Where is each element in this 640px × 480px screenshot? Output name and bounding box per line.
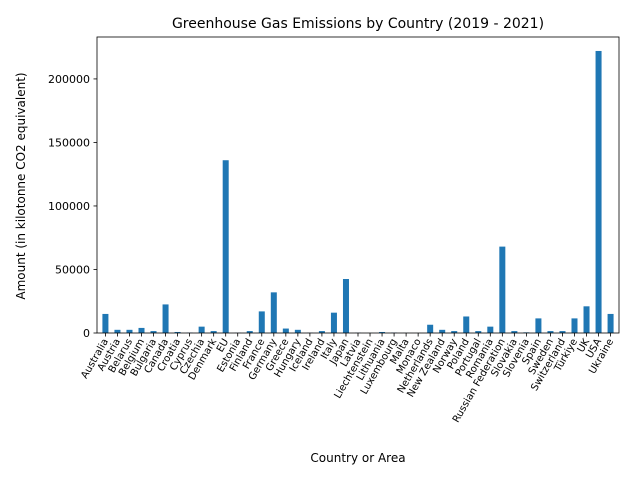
bar xyxy=(475,331,482,333)
bar xyxy=(246,331,253,333)
bars xyxy=(102,50,614,333)
plot-frame xyxy=(96,36,620,334)
bar xyxy=(102,313,109,333)
bar xyxy=(607,313,614,333)
bar xyxy=(583,306,590,333)
bar xyxy=(342,279,349,333)
bar xyxy=(222,160,229,333)
x-axis: AustraliaAustriaBelarusBelgiumBulgariaCa… xyxy=(79,333,616,425)
x-axis-label: Country or Area xyxy=(310,451,405,465)
bar xyxy=(511,331,518,333)
bar xyxy=(294,329,301,333)
bar xyxy=(439,329,446,333)
bar xyxy=(559,331,566,333)
bar xyxy=(210,331,217,333)
bar xyxy=(499,246,506,333)
bar xyxy=(114,329,121,333)
y-tick-label: 0 xyxy=(83,327,90,340)
bar xyxy=(138,327,145,333)
bar xyxy=(318,331,325,333)
y-tick-label: 150000 xyxy=(48,136,90,149)
y-tick-label: 200000 xyxy=(48,73,90,86)
bar xyxy=(150,331,157,333)
bar xyxy=(198,326,205,333)
bar xyxy=(595,50,602,333)
bar xyxy=(174,331,181,333)
y-tick-label: 100000 xyxy=(48,200,90,213)
bar xyxy=(162,304,169,333)
bar xyxy=(258,311,265,333)
y-axis: 0 50000 100000 150000 200000 xyxy=(48,73,97,340)
chart-title: Greenhouse Gas Emissions by Country (201… xyxy=(172,16,544,32)
bar xyxy=(330,312,337,333)
bar xyxy=(487,326,494,333)
bar xyxy=(571,318,578,333)
bar xyxy=(463,316,470,333)
bar xyxy=(451,331,458,333)
bar xyxy=(547,331,554,333)
y-axis-label: Amount (in kilotonne CO2 equivalent) xyxy=(14,72,28,299)
bar xyxy=(270,292,277,333)
y-tick-label: 50000 xyxy=(55,263,90,276)
bar xyxy=(282,328,289,333)
bar xyxy=(427,324,434,333)
bar xyxy=(126,329,133,333)
bar xyxy=(535,318,542,333)
bar xyxy=(379,331,386,333)
